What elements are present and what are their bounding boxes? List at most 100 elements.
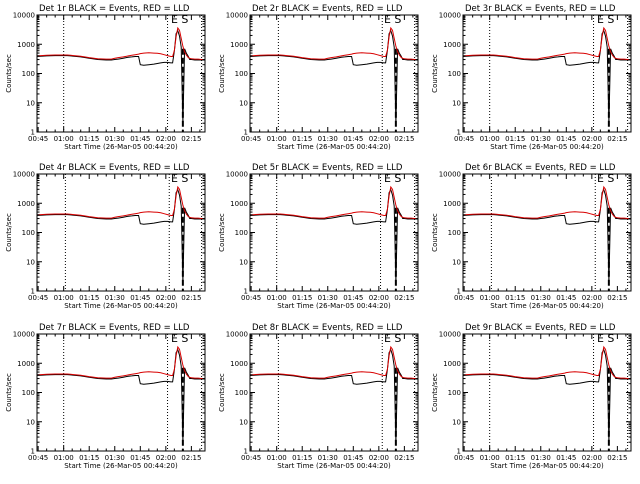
x-tick-label: 01:45 — [556, 294, 576, 302]
y-tick-label: 1 — [244, 129, 248, 137]
data-area — [250, 15, 418, 132]
x-tick-label: 01:30 — [531, 454, 551, 462]
x-axis-label: Start Time (26-Mar-05 00:44:20) — [64, 302, 178, 310]
panel-title: Det 6r BLACK = Events, RED = LLD — [465, 163, 616, 173]
y-tick-label: 100 — [235, 229, 248, 237]
x-tick-label: 00:45 — [241, 454, 261, 462]
x-tick-label: 01:30 — [318, 454, 338, 462]
x-tick-label: 01:00 — [54, 135, 74, 143]
x-tick-label: 02:15 — [394, 454, 414, 462]
x-axis-label: Start Time (26-Mar-05 00:44:20) — [490, 462, 604, 470]
y-tick-label: 100 — [235, 70, 248, 78]
y-tick-label: 100 — [448, 389, 461, 397]
y-tick-label: 10 — [452, 418, 461, 426]
y-tick-label: 10 — [239, 418, 248, 426]
data-area — [37, 15, 205, 132]
series-events-line — [37, 188, 205, 283]
x-tick-label: 00:45 — [28, 135, 48, 143]
y-tick-label: 10 — [239, 258, 248, 266]
data-area — [250, 334, 418, 451]
y-tick-label: 1000 — [443, 200, 461, 208]
x-tick-label: 01:15 — [292, 294, 312, 302]
y-tick-label: 10 — [239, 99, 248, 107]
data-area — [250, 174, 418, 291]
y-tick-label: 10000 — [226, 171, 248, 179]
y-tick-label: 1 — [457, 129, 461, 137]
y-tick-label: 100 — [448, 229, 461, 237]
x-tick-label: 00:45 — [28, 294, 48, 302]
x-tick-label: 01:15 — [79, 294, 99, 302]
x-tick-label: 00:45 — [454, 454, 474, 462]
y-tick-label: 1000 — [17, 41, 35, 49]
x-tick-label: 01:00 — [54, 294, 74, 302]
y-tick-label: 100 — [22, 389, 35, 397]
panel-title: Det 9r BLACK = Events, RED = LLD — [465, 323, 616, 333]
x-tick-label: 01:15 — [505, 294, 525, 302]
x-tick-label: 01:00 — [267, 294, 287, 302]
y-tick-label: 100 — [448, 70, 461, 78]
x-tick-label: 02:15 — [394, 135, 414, 143]
x-tick-label: 01:30 — [318, 294, 338, 302]
x-tick-label: 02:00 — [582, 294, 602, 302]
x-tick-label: 02:15 — [607, 454, 627, 462]
series-lld-line — [250, 345, 418, 379]
x-tick-label: 02:15 — [607, 135, 627, 143]
flag-label: E S — [384, 172, 401, 185]
x-tick-label: 01:45 — [130, 135, 150, 143]
x-tick-label: 00:45 — [454, 294, 474, 302]
y-axis-label: Counts/sec — [5, 213, 13, 252]
y-tick-label: 1000 — [17, 360, 35, 368]
y-tick-label: 1 — [244, 288, 248, 296]
x-tick-label: 01:15 — [79, 454, 99, 462]
x-tick-label: 02:00 — [582, 135, 602, 143]
x-tick-label: 01:00 — [267, 454, 287, 462]
x-tick-label: 01:15 — [505, 454, 525, 462]
y-tick-label: 100 — [22, 70, 35, 78]
series-events-line — [463, 188, 631, 283]
flag-label: E S — [597, 332, 614, 345]
x-tick-label: 00:45 — [241, 135, 261, 143]
series-events-line — [250, 348, 418, 443]
panel-title: Det 4r BLACK = Events, RED = LLD — [39, 163, 190, 173]
x-axis-label: Start Time (26-Mar-05 00:44:20) — [490, 302, 604, 310]
y-tick-label: 10000 — [226, 331, 248, 339]
series-lld-line — [463, 185, 631, 219]
x-tick-label: 01:45 — [343, 135, 363, 143]
x-tick-label: 01:30 — [105, 454, 125, 462]
x-tick-label: 01:00 — [54, 454, 74, 462]
x-tick-label: 02:00 — [369, 294, 389, 302]
series-events-line — [37, 348, 205, 443]
y-tick-label: 10 — [452, 258, 461, 266]
x-tick-label: 02:15 — [181, 135, 201, 143]
panel-title: Det 7r BLACK = Events, RED = LLD — [39, 323, 190, 333]
y-tick-label: 1000 — [443, 41, 461, 49]
x-tick-label: 02:15 — [607, 294, 627, 302]
x-tick-label: 02:15 — [394, 294, 414, 302]
series-lld-line — [250, 185, 418, 219]
series-events-line — [463, 29, 631, 124]
series-lld-line — [37, 185, 205, 219]
y-tick-label: 1000 — [230, 200, 248, 208]
x-tick-label: 01:45 — [343, 294, 363, 302]
series-events-line — [37, 29, 205, 124]
x-tick-label: 00:45 — [454, 135, 474, 143]
data-area — [463, 334, 631, 451]
y-tick-label: 10000 — [439, 331, 461, 339]
x-tick-label: 02:00 — [369, 135, 389, 143]
y-tick-label: 10000 — [439, 171, 461, 179]
series-lld-line — [463, 345, 631, 379]
x-tick-label: 02:00 — [156, 294, 176, 302]
y-tick-label: 10000 — [226, 12, 248, 20]
x-tick-label: 01:30 — [531, 294, 551, 302]
y-tick-label: 10 — [26, 418, 35, 426]
y-tick-label: 10000 — [13, 12, 35, 20]
flag-label: E S — [597, 13, 614, 26]
series-lld-line — [250, 26, 418, 60]
